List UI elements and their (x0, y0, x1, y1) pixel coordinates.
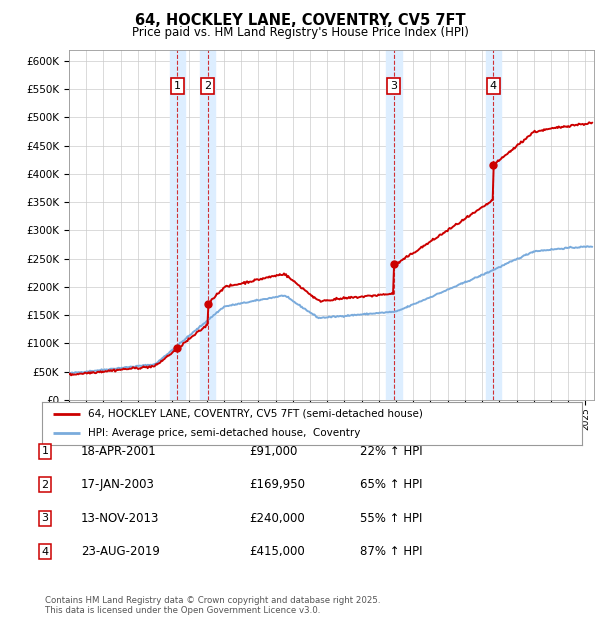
Bar (386, 50, 401, 400)
Text: 23-AUG-2019: 23-AUG-2019 (81, 546, 160, 558)
Text: £415,000: £415,000 (249, 546, 305, 558)
Text: 22% ↑ HPI: 22% ↑ HPI (360, 445, 422, 458)
Text: 2: 2 (41, 480, 49, 490)
Text: 64, HOCKLEY LANE, COVENTRY, CV5 7FT (semi-detached house): 64, HOCKLEY LANE, COVENTRY, CV5 7FT (sem… (88, 409, 423, 419)
Bar (200, 50, 215, 400)
Text: 2: 2 (204, 81, 211, 91)
Text: 4: 4 (41, 547, 49, 557)
Text: 3: 3 (41, 513, 49, 523)
Text: 55% ↑ HPI: 55% ↑ HPI (360, 512, 422, 525)
Text: 13-NOV-2013: 13-NOV-2013 (81, 512, 160, 525)
Text: £240,000: £240,000 (249, 512, 305, 525)
Bar (485, 50, 501, 400)
Text: 18-APR-2001: 18-APR-2001 (81, 445, 157, 458)
Text: 64, HOCKLEY LANE, COVENTRY, CV5 7FT: 64, HOCKLEY LANE, COVENTRY, CV5 7FT (134, 13, 466, 28)
Text: 3: 3 (391, 81, 397, 91)
Text: £91,000: £91,000 (249, 445, 298, 458)
Bar (170, 50, 185, 400)
Text: £169,950: £169,950 (249, 479, 305, 491)
Text: 65% ↑ HPI: 65% ↑ HPI (360, 479, 422, 491)
Text: 4: 4 (490, 81, 497, 91)
Text: HPI: Average price, semi-detached house,  Coventry: HPI: Average price, semi-detached house,… (88, 428, 360, 438)
Text: Price paid vs. HM Land Registry's House Price Index (HPI): Price paid vs. HM Land Registry's House … (131, 26, 469, 39)
Text: 87% ↑ HPI: 87% ↑ HPI (360, 546, 422, 558)
Text: 1: 1 (41, 446, 49, 456)
Text: 1: 1 (174, 81, 181, 91)
Text: 17-JAN-2003: 17-JAN-2003 (81, 479, 155, 491)
Text: Contains HM Land Registry data © Crown copyright and database right 2025.
This d: Contains HM Land Registry data © Crown c… (45, 596, 380, 615)
